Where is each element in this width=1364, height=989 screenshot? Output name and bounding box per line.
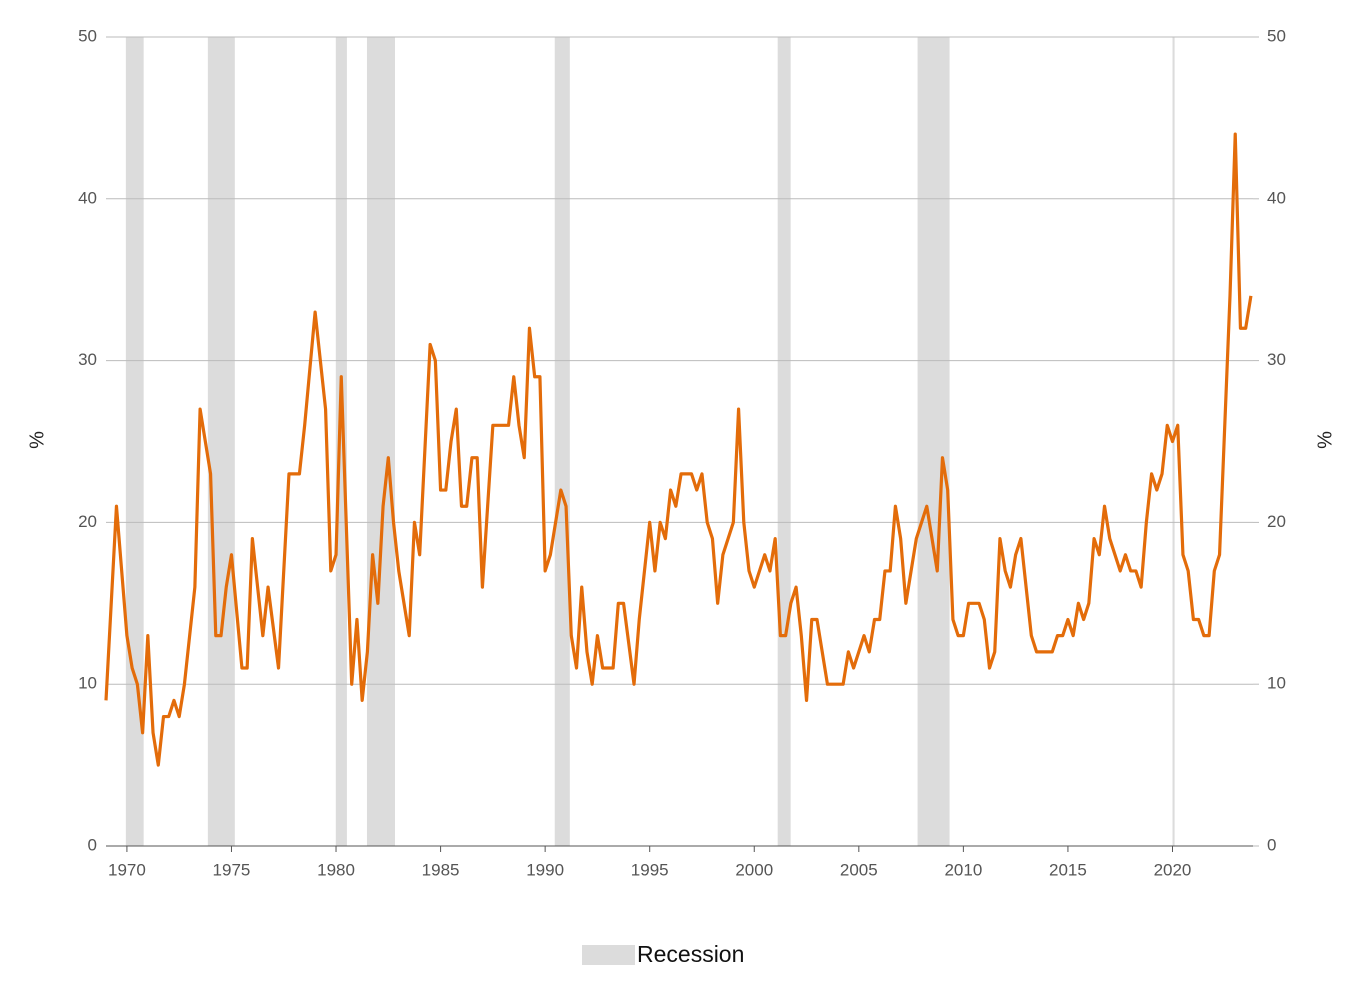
y-axis-label: % bbox=[26, 431, 48, 449]
y2-axis-label: % bbox=[1314, 431, 1336, 449]
legend-label: Recession bbox=[637, 941, 744, 967]
x-tick-label: 2010 bbox=[944, 860, 982, 879]
y-tick-label: 40 bbox=[78, 188, 97, 207]
x-tick-label: 1970 bbox=[108, 860, 146, 879]
recession-band bbox=[125, 37, 144, 846]
legend-swatch bbox=[582, 945, 635, 965]
x-tick-label: 1985 bbox=[422, 860, 460, 879]
y2-tick-label: 0 bbox=[1267, 835, 1276, 854]
recession-band bbox=[917, 37, 950, 846]
x-tick-label: 1995 bbox=[631, 860, 669, 879]
x-tick-label: 2020 bbox=[1154, 860, 1192, 879]
recession-band bbox=[207, 37, 235, 846]
y-tick-label: 20 bbox=[78, 512, 97, 531]
y2-tick-label: 30 bbox=[1267, 350, 1286, 369]
x-tick-label: 2015 bbox=[1049, 860, 1087, 879]
y2-tick-label: 20 bbox=[1267, 512, 1286, 531]
x-tick-label: 2005 bbox=[840, 860, 878, 879]
y-tick-label: 10 bbox=[78, 674, 97, 693]
y2-tick-label: 10 bbox=[1267, 674, 1286, 693]
y2-tick-label: 50 bbox=[1267, 26, 1286, 45]
recession-band bbox=[777, 37, 791, 846]
x-tick-label: 2000 bbox=[735, 860, 773, 879]
y-tick-label: 30 bbox=[78, 350, 97, 369]
y-tick-label: 0 bbox=[88, 835, 97, 854]
y-tick-label: 50 bbox=[78, 26, 97, 45]
x-tick-label: 1990 bbox=[526, 860, 564, 879]
y2-tick-label: 40 bbox=[1267, 188, 1286, 207]
recession-band bbox=[335, 37, 347, 846]
x-tick-label: 1980 bbox=[317, 860, 355, 879]
data-line bbox=[104, 132, 1253, 767]
recession-band bbox=[554, 37, 570, 846]
recession-band bbox=[366, 37, 395, 846]
x-tick-label: 1975 bbox=[213, 860, 251, 879]
